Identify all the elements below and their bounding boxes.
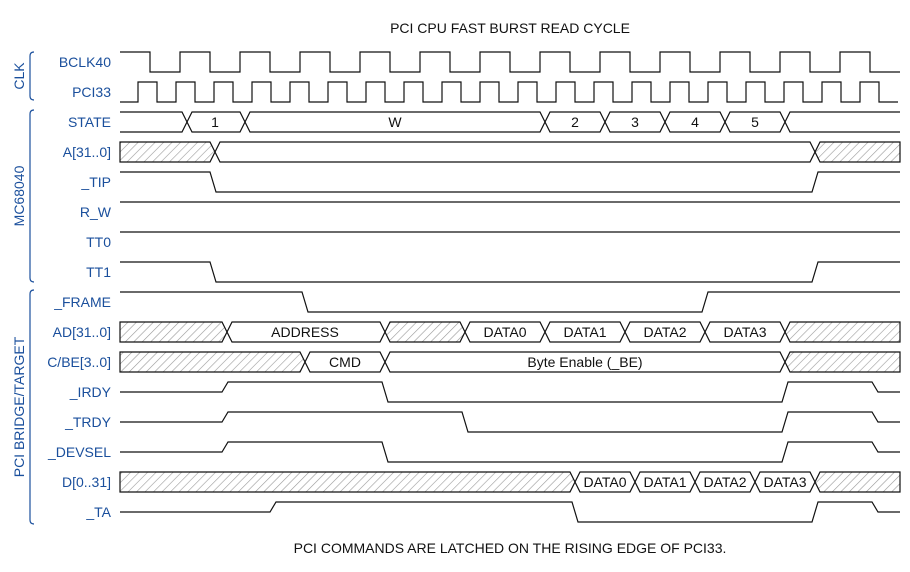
signal-label-devsel: _DEVSEL <box>47 444 111 460</box>
state-value-w: W <box>388 114 402 130</box>
d-value-data1: DATA1 <box>643 474 686 490</box>
signal-label-tt1: TT1 <box>86 264 111 280</box>
ad-value-data2: DATA2 <box>643 324 686 340</box>
a-bus-invalid <box>814 141 901 163</box>
ad-value-data0: DATA0 <box>483 324 526 340</box>
ad-bus-invalid <box>384 321 466 343</box>
signal-label-tip: _TIP <box>80 174 111 190</box>
d-value-data2: DATA2 <box>703 474 746 490</box>
d-bus-invalid <box>814 471 901 493</box>
d-value-data3: DATA3 <box>763 474 806 490</box>
signal-label-ad: AD[31..0] <box>53 324 111 340</box>
a-bus-invalid <box>119 141 216 163</box>
signal-label-trdy: _TRDY <box>64 414 112 430</box>
signal-label-d: D[0..31] <box>62 474 111 490</box>
a-bus-valid <box>214 141 816 163</box>
state-value-2: 2 <box>571 114 579 130</box>
pci-group-bracket <box>29 289 35 525</box>
ad-bus-invalid <box>119 321 228 343</box>
d-value-data0: DATA0 <box>583 474 626 490</box>
signal-label-ta: _TA <box>85 504 111 520</box>
tt1-waveform <box>120 261 900 283</box>
trdy-waveform <box>120 411 900 433</box>
signal-label-bclk40: BCLK40 <box>59 54 111 70</box>
footnote: PCI COMMANDS ARE LATCHED ON THE RISING E… <box>294 540 727 556</box>
bclk40-waveform <box>120 51 900 73</box>
cbe-value-byte-enable: Byte Enable (_BE) <box>527 354 642 370</box>
tip-waveform <box>120 171 900 193</box>
signal-label-a: A[31..0] <box>63 144 111 160</box>
diagram-title: PCI CPU FAST BURST READ CYCLE <box>390 20 630 36</box>
signal-label-frame: _FRAME <box>53 294 111 310</box>
state-bus-segment <box>784 111 900 133</box>
frame-waveform <box>120 291 900 313</box>
ad-value-data1: DATA1 <box>563 324 606 340</box>
state-value-3: 3 <box>631 114 639 130</box>
state-bus-segment <box>120 111 188 133</box>
irdy-waveform <box>120 381 900 403</box>
cbe-value-cmd: CMD <box>329 354 361 370</box>
clk-group-label: CLK <box>11 62 27 90</box>
d-bus-invalid <box>119 471 576 493</box>
ad-bus-invalid <box>784 321 901 343</box>
ad-value-data3: DATA3 <box>723 324 766 340</box>
signal-label-pci33: PCI33 <box>72 84 111 100</box>
cbe-bus-invalid <box>119 351 306 373</box>
devsel-waveform <box>120 441 900 463</box>
pci-group-label: PCI BRIDGE/TARGET <box>11 336 27 477</box>
cbe-bus-invalid <box>784 351 901 373</box>
pci33-waveform <box>120 81 898 103</box>
mc68040-group-label: MC68040 <box>11 165 27 226</box>
signal-label-irdy: _IRDY <box>69 384 112 400</box>
signal-label-rw: R_W <box>80 204 112 220</box>
signal-label-state: STATE <box>68 114 111 130</box>
state-value-1: 1 <box>211 114 219 130</box>
signal-label-cbe: C/BE[3..0] <box>47 354 111 370</box>
state-value-4: 4 <box>691 114 699 130</box>
signal-label-tt0: TT0 <box>86 234 111 250</box>
ta-waveform <box>120 501 900 523</box>
ad-value-address: ADDRESS <box>271 324 339 340</box>
state-value-5: 5 <box>751 114 759 130</box>
mc68040-group-bracket <box>29 109 35 283</box>
clk-group-bracket <box>29 51 35 101</box>
